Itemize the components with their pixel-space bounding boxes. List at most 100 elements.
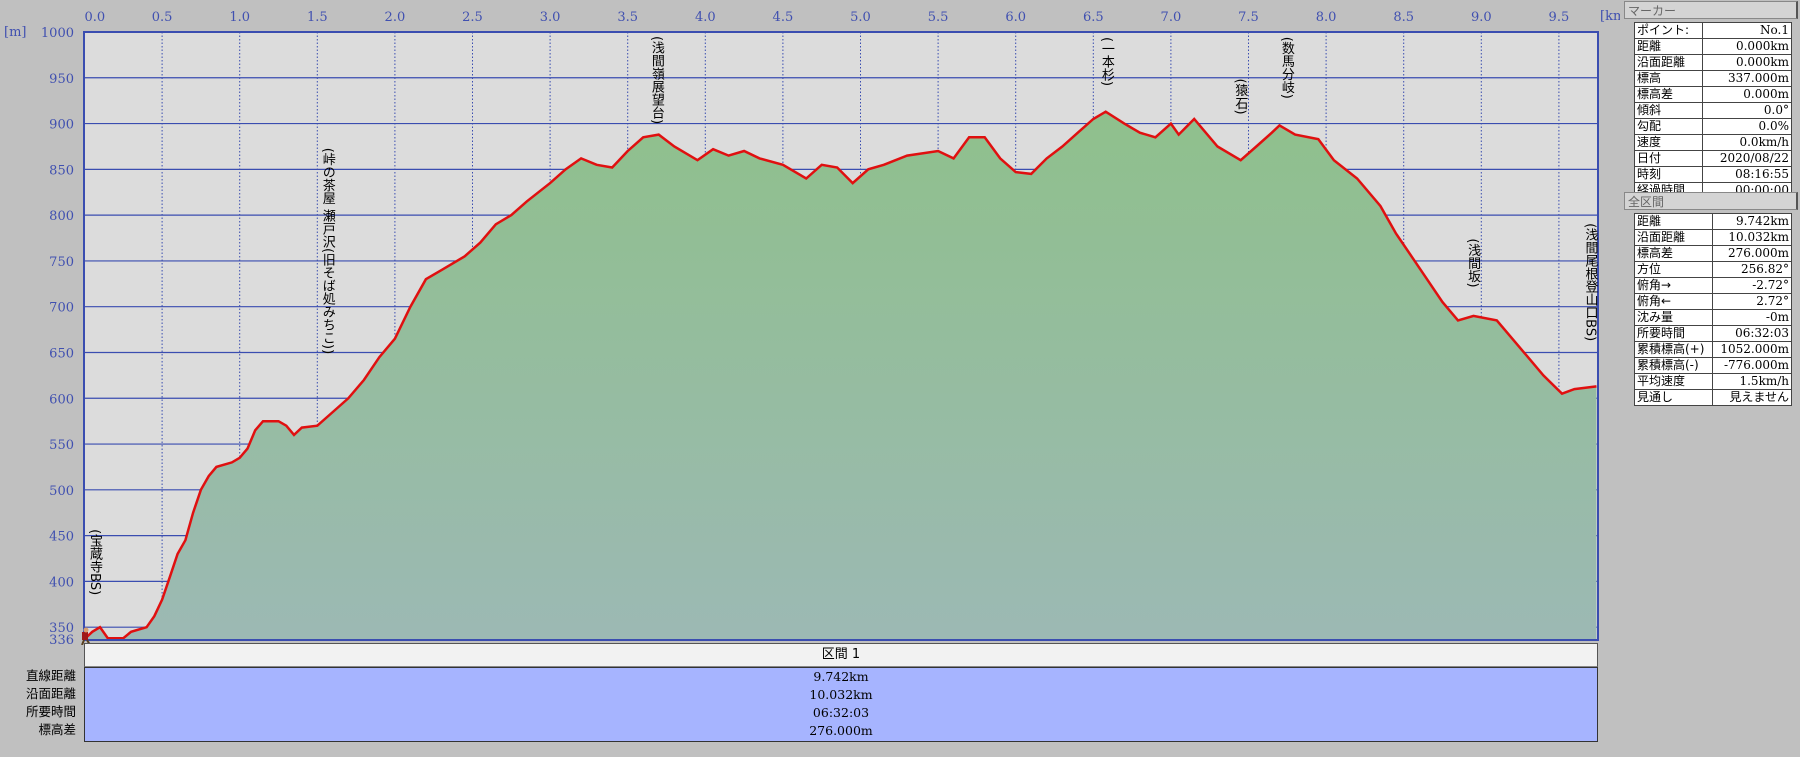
marker-panel-header[interactable]: マーカー [1624,1,1798,19]
info-value: 337.000m [1702,70,1792,87]
segment-straight-distance: 9.742km [813,669,869,684]
info-label: 累積標高(-) [1634,357,1713,374]
info-label: 勾配 [1633,118,1704,135]
info-label: 沈み量 [1634,309,1713,326]
x-tick-label: 2.0 [385,10,406,25]
info-row: ポイント: No.1 [1633,22,1792,39]
info-row: 標高差 276.000m [1634,245,1793,262]
info-row: 傾斜 0.0° [1633,102,1792,119]
info-row: 標高差 0.000m [1633,86,1792,103]
waypoint-label[interactable]: (一本杉) [1099,37,1115,86]
y-tick-label: 550 [49,438,74,453]
y-tick-label: 950 [49,72,74,87]
row-label-elevation-diff: 標高差 [38,722,76,737]
y-tick-label: 1000 [41,26,74,41]
info-value: 0.000km [1702,38,1792,55]
info-label: 標高 [1633,70,1704,87]
waypoint-label[interactable]: (浅間尾根登山口BS) [1583,223,1599,341]
y-tick-label: 500 [49,484,74,499]
info-label: 俯角→ [1634,277,1713,294]
waypoint-label[interactable]: (峠の茶屋 瀬戸沢(旧そば処みちこ)) [320,148,336,354]
x-tick-label: 0.0 [85,10,106,25]
info-value: 0.0% [1702,118,1792,135]
total-panel-header[interactable]: 全区間 [1624,192,1798,210]
info-label: 累積標高(+) [1634,341,1713,358]
info-row: 平均速度 1.5km/h [1634,373,1793,390]
info-value: 見えません [1711,389,1793,406]
info-label: 日付 [1633,150,1704,167]
x-tick-label: 1.5 [307,10,328,25]
elevation-area-fill [84,111,1597,640]
x-tick-label: 3.5 [617,10,638,25]
info-value: -0m [1711,309,1793,326]
info-value: -776.000m [1711,357,1793,374]
x-tick-label: 7.5 [1238,10,1259,25]
info-row: 時刻 08:16:55 [1633,166,1792,183]
info-value: 1052.000m [1711,341,1793,358]
info-value: 0.000km [1702,54,1792,71]
y-tick-label: 900 [49,118,74,133]
info-label: ポイント: [1633,22,1704,39]
total-info-table: 距離 9.742km 沿面距離 10.032km 標高差 276.000m 方位 256.82… [1634,213,1793,406]
x-tick-label: 8.0 [1316,10,1337,25]
info-value: 08:16:55 [1702,166,1792,183]
info-label: 沿面距離 [1634,229,1713,246]
info-label: 距離 [1634,213,1713,230]
info-value: 0.0° [1702,102,1792,119]
elevation-profile-chart[interactable]: 0.0 0.5 1.0 1.5 2.0 2.5 3.0 3.5 4.0 4.5 5.0 5.5 6.0 6… [0,0,1620,645]
info-row: 俯角← 2.72° [1634,293,1793,310]
info-label: 距離 [1633,38,1704,55]
waypoint-label[interactable]: (数馬分岐) [1279,37,1295,99]
x-tick-label: 4.0 [695,10,716,25]
waypoint-label[interactable]: (浅間坂) [1465,238,1481,287]
info-row: 累積標高(+) 1052.000m [1634,341,1793,358]
plot-border [83,31,1599,641]
y-unit-label: [m] [4,25,26,40]
info-row: 累積標高(-) -776.000m [1634,357,1793,374]
info-label: 所要時間 [1634,325,1713,342]
segment-header[interactable]: 区間 1 [84,643,1598,668]
info-label: 標高差 [1634,245,1713,262]
info-row: 沿面距離 10.032km [1634,229,1793,246]
segment-row-labels: 直線距離 沿面距離 所要時間 標高差 [0,667,76,739]
info-value: 2.72° [1711,293,1793,310]
info-label: 俯角← [1634,293,1713,310]
segment-values[interactable]: 9.742km 10.032km 06:32:03 276.000m [84,667,1598,742]
y-tick-label: 350 [49,621,74,636]
info-value: 2020/08/22 [1702,150,1792,167]
info-row: 見通し 見えません [1634,389,1793,406]
x-tick-label: 4.5 [773,10,794,25]
info-row: 沈み量 -0m [1634,309,1793,326]
waypoint-label[interactable]: (宝蔵寺BS) [87,529,103,595]
row-label-required-time: 所要時間 [25,704,76,719]
info-row: 速度 0.0km/h [1633,134,1792,151]
info-label: 標高差 [1633,86,1704,103]
segment-required-time: 06:32:03 [812,705,870,720]
x-tick-label: 3.0 [540,10,561,25]
row-label-straight-distance: 直線距離 [25,668,76,683]
x-tick-label: 1.0 [229,10,250,25]
x-tick-label: 8.5 [1393,10,1414,25]
info-row: 所要時間 06:32:03 [1634,325,1793,342]
x-tick-label: 6.5 [1083,10,1104,25]
x-tick-label: 9.5 [1549,10,1570,25]
info-value: 276.000m [1711,245,1793,262]
waypoint-label[interactable]: (浅間嶺展望台) [649,36,665,124]
info-label: 平均速度 [1634,373,1713,390]
info-label: 速度 [1633,134,1704,151]
x-tick-label: 9.0 [1471,10,1492,25]
info-row: 俯角→ -2.72° [1634,277,1793,294]
y-tick-label: 600 [49,392,74,407]
y-tick-label: 650 [49,346,74,361]
info-value: No.1 [1702,22,1792,39]
info-row: 沿面距離 0.000km [1633,54,1792,71]
marker-info-table: ポイント: No.1 距離 0.000km 沿面距離 0.000km 標高 337.000m 標… [1633,22,1792,199]
x-tick-label: 5.0 [850,10,871,25]
info-row: 日付 2020/08/22 [1633,150,1792,167]
info-row: 距離 9.742km [1634,213,1793,230]
waypoint-label[interactable]: (猿石) [1232,78,1248,114]
segment-surface-distance: 10.032km [809,687,873,702]
row-label-surface-distance: 沿面距離 [25,686,76,701]
elevation-line [83,110,1597,641]
x-unit-label: [km] [1600,9,1620,24]
